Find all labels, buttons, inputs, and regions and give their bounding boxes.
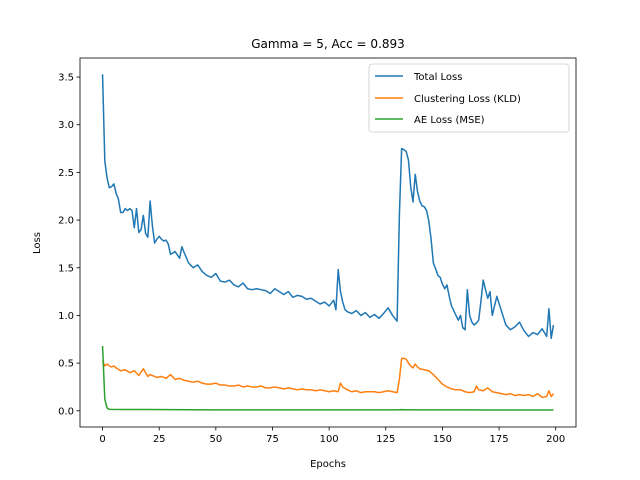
- x-tick-label: 200: [546, 434, 565, 445]
- y-tick-label: 0.0: [58, 406, 74, 417]
- legend-box: [368, 63, 570, 133]
- x-tick-label: 50: [209, 434, 222, 445]
- legend-label-clustering-loss: Clustering Loss (KLD): [414, 94, 521, 105]
- y-tick-label: 3.5: [58, 73, 74, 84]
- x-tick-label: 100: [320, 434, 339, 445]
- x-axis-label: Epochs: [310, 459, 346, 470]
- legend: Total Loss Clustering Loss (KLD) AE Loss…: [368, 63, 570, 133]
- x-tick-label: 75: [266, 434, 279, 445]
- x-tick-label: 0: [99, 434, 105, 445]
- y-tick-label: 3.0: [58, 120, 74, 131]
- legend-label-ae-loss: AE Loss (MSE): [414, 115, 485, 126]
- x-tick-label: 150: [433, 434, 452, 445]
- chart-title: Gamma = 5, Acc = 0.893: [251, 37, 405, 51]
- series-line-2: [101, 345, 554, 411]
- series-line-1: [101, 357, 555, 399]
- y-axis-label: Loss: [32, 232, 43, 254]
- x-tick-label: 25: [153, 434, 166, 445]
- x-tick-label: 125: [376, 434, 395, 445]
- y-tick-label: 1.5: [58, 263, 74, 274]
- plot-lines: [101, 74, 555, 411]
- axes-frame: [79, 57, 577, 428]
- y-tick-label: 2.5: [58, 168, 74, 179]
- x-axis: 0 25 50 75 100 125 150 175 200: [99, 427, 565, 445]
- series-line-0: [101, 74, 555, 340]
- y-tick-label: 1.0: [58, 311, 74, 322]
- y-tick-label: 0.5: [58, 359, 74, 370]
- legend-label-total-loss: Total Loss: [413, 72, 462, 83]
- y-axis: 0.0 0.5 1.0 1.5 2.0 2.5 3.0 3.5: [58, 73, 80, 417]
- y-tick-label: 2.0: [58, 216, 74, 227]
- x-tick-label: 175: [490, 434, 509, 445]
